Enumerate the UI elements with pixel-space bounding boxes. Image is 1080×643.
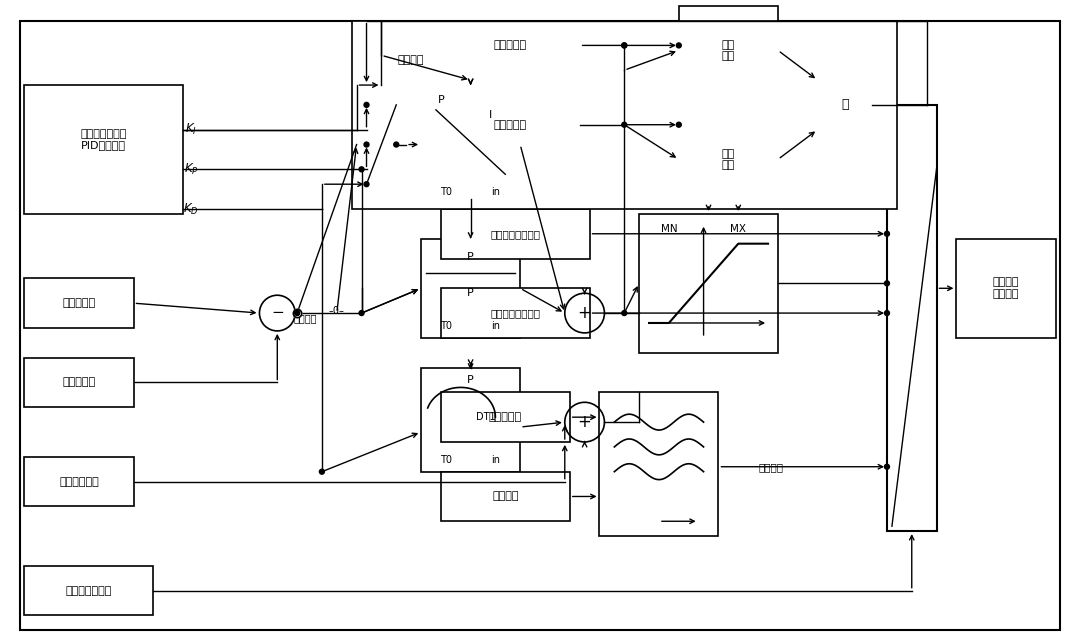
Circle shape	[622, 122, 626, 127]
Text: MX: MX	[730, 224, 746, 234]
Bar	[639, 214, 778, 353]
Circle shape	[622, 43, 626, 48]
Circle shape	[394, 142, 399, 147]
Text: 积分分离: 积分分离	[397, 55, 424, 66]
Circle shape	[885, 231, 890, 236]
Circle shape	[885, 464, 890, 469]
Circle shape	[622, 311, 626, 316]
Text: 0: 0	[295, 309, 300, 318]
Text: 故障安全替代油量: 故障安全替代油量	[490, 229, 540, 239]
Bar	[441, 472, 570, 521]
Bar	[25, 358, 134, 407]
Bar	[25, 566, 153, 615]
Bar	[441, 288, 590, 338]
Circle shape	[622, 43, 626, 48]
Circle shape	[676, 43, 681, 48]
Text: in: in	[491, 321, 500, 331]
Bar	[818, 50, 873, 159]
Circle shape	[364, 182, 369, 186]
Bar	[441, 392, 570, 442]
Text: T0: T0	[440, 187, 451, 197]
Text: P: P	[468, 376, 474, 386]
Text: +: +	[578, 304, 592, 322]
Text: $K_I$: $K_I$	[185, 122, 197, 137]
Text: 是否
小于: 是否 小于	[721, 149, 735, 170]
Bar	[25, 278, 134, 328]
Text: DT1: DT1	[475, 412, 496, 422]
Circle shape	[885, 311, 890, 316]
Bar	[441, 100, 580, 150]
Bar	[441, 21, 580, 70]
Text: MN: MN	[661, 224, 677, 234]
Text: P: P	[468, 288, 474, 298]
Circle shape	[364, 142, 369, 147]
Text: T0: T0	[440, 321, 451, 331]
Text: $K_P$: $K_P$	[184, 162, 199, 177]
Text: 关机润滑最小测量: 关机润滑最小测量	[490, 308, 540, 318]
Circle shape	[676, 122, 681, 127]
Bar	[421, 239, 521, 338]
Bar	[25, 85, 184, 214]
Text: −: −	[271, 305, 284, 320]
Text: –0–: –0–	[328, 306, 345, 316]
Bar	[352, 21, 896, 209]
Text: 执压设定值: 执压设定值	[63, 298, 96, 308]
Circle shape	[295, 311, 299, 316]
Circle shape	[364, 102, 369, 107]
Text: P: P	[437, 95, 444, 105]
Text: 启动油量: 启动油量	[758, 462, 783, 472]
Text: 执压偏差: 执压偏差	[294, 313, 316, 323]
Text: 油量上限值: 油量上限值	[494, 41, 527, 50]
Text: 是否
大于: 是否 大于	[721, 40, 735, 61]
Text: 执压采样值: 执压采样值	[63, 377, 96, 388]
Text: 油量下限值: 油量下限值	[494, 120, 527, 130]
Text: I: I	[489, 110, 492, 120]
Text: in: in	[491, 187, 500, 197]
Text: T0: T0	[440, 455, 451, 465]
Circle shape	[359, 167, 364, 172]
Text: 遗传算法非线线
PID参数整定: 遗传算法非线线 PID参数整定	[81, 129, 127, 150]
Text: 或: 或	[841, 98, 849, 111]
Text: 燃油温度: 燃油温度	[492, 491, 518, 502]
Text: 执压控制状态机: 执压控制状态机	[66, 586, 112, 595]
Bar	[887, 105, 936, 531]
Text: P: P	[468, 251, 474, 262]
Bar	[679, 6, 778, 95]
Text: in: in	[491, 455, 500, 465]
Bar	[957, 239, 1055, 338]
Bar	[25, 457, 134, 507]
Text: +: +	[578, 413, 592, 431]
Circle shape	[359, 311, 364, 316]
Circle shape	[320, 469, 324, 474]
Bar	[421, 368, 521, 472]
Bar	[356, 85, 406, 204]
Circle shape	[885, 281, 890, 285]
Text: $K_D$: $K_D$	[184, 201, 199, 217]
Bar	[441, 209, 590, 258]
Text: 执压预控制值: 执压预控制值	[59, 476, 99, 487]
Text: 发动机转速: 发动机转速	[489, 412, 522, 422]
Bar	[679, 115, 778, 204]
Text: 计量单元
油量流率: 计量单元 油量流率	[993, 278, 1020, 299]
Bar	[421, 85, 521, 204]
Bar	[599, 392, 718, 536]
